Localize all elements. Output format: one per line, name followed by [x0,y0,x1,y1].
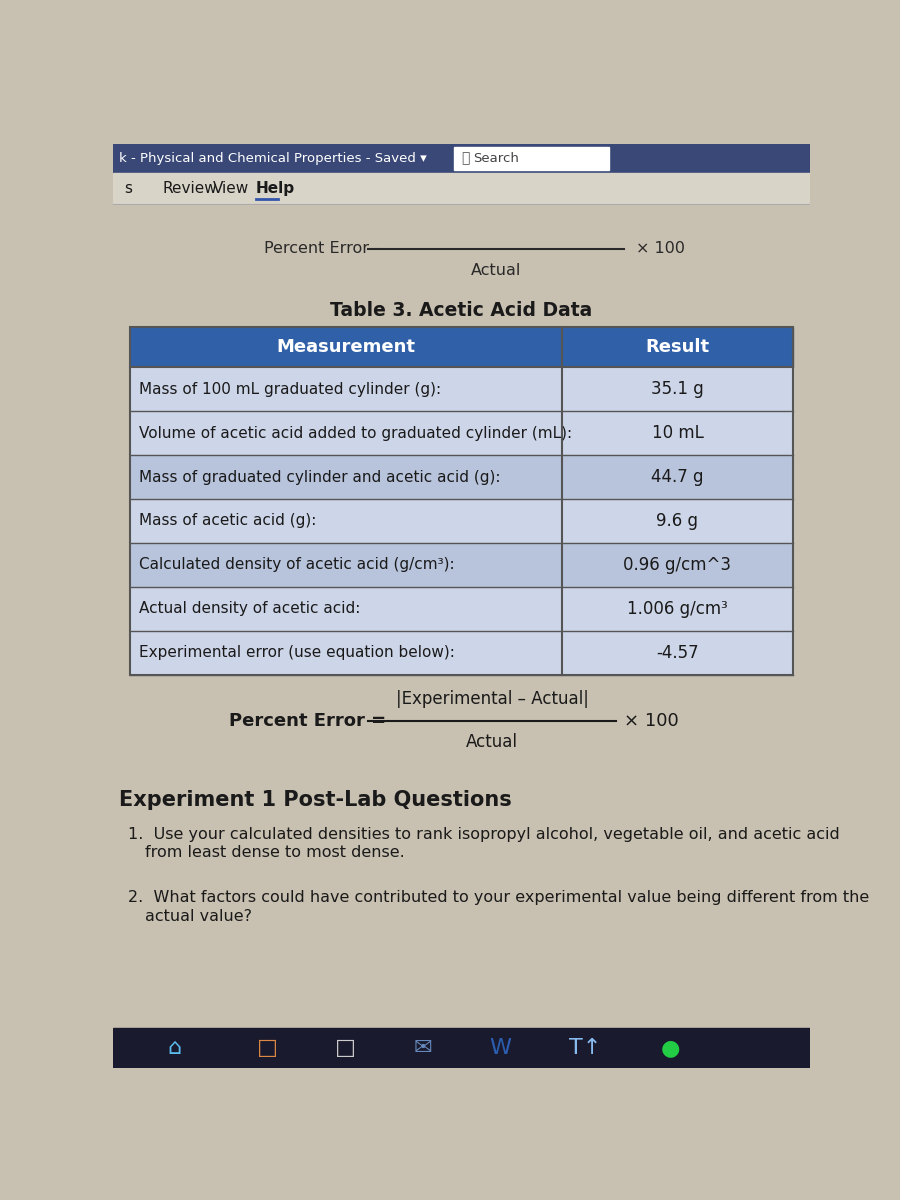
Text: × 100: × 100 [624,712,679,730]
Text: Actual: Actual [466,733,518,751]
Text: Measurement: Measurement [276,338,415,356]
Bar [130,412,793,455]
Text: 2.  What factors could have contributed to your experimental value being differe: 2. What factors could have contributed t… [128,890,869,905]
Text: Search: Search [472,152,518,166]
Text: ⌕: ⌕ [461,151,470,166]
Text: ⌂: ⌂ [167,1038,182,1058]
Text: Actual density of acetic acid:: Actual density of acetic acid: [139,601,360,616]
Bar [130,455,793,499]
Text: Experimental error (use equation below):: Experimental error (use equation below): [139,646,454,660]
Text: s: s [124,181,132,196]
Text: Review: Review [163,181,218,196]
Text: Mass of graduated cylinder and acetic acid (g):: Mass of graduated cylinder and acetic ac… [139,469,500,485]
Text: 10 mL: 10 mL [652,424,704,442]
Text: Volume of acetic acid added to graduated cylinder (mL):: Volume of acetic acid added to graduated… [139,426,572,440]
Text: 35.1 g: 35.1 g [651,380,704,398]
Text: × 100: × 100 [635,241,685,257]
Text: 1.006 g/cm³: 1.006 g/cm³ [627,600,728,618]
Text: Table 3. Acetic Acid Data: Table 3. Acetic Acid Data [330,301,592,320]
Bar [130,499,793,542]
Text: 44.7 g: 44.7 g [652,468,704,486]
Text: actual value?: actual value? [145,908,252,924]
Text: Actual: Actual [471,263,521,277]
Bar [130,542,793,587]
Text: Calculated density of acetic acid (g/cm³):: Calculated density of acetic acid (g/cm³… [139,557,454,572]
Text: □: □ [335,1038,356,1058]
Bar [130,328,793,367]
Text: Result: Result [645,338,709,356]
Text: ✉: ✉ [413,1038,432,1058]
Text: Percent Error –: Percent Error – [264,241,382,257]
Text: k - Physical and Chemical Properties - Saved ▾: k - Physical and Chemical Properties - S… [119,152,427,166]
Bar [130,631,793,674]
Bar [454,148,608,170]
Bar [130,587,793,631]
Text: |Experimental – Actual|: |Experimental – Actual| [396,690,589,708]
Text: Help: Help [256,181,295,196]
Text: T↑: T↑ [569,1038,601,1058]
Text: Mass of acetic acid (g):: Mass of acetic acid (g): [139,514,316,528]
Text: Percent Error =: Percent Error = [229,712,386,730]
Bar [130,367,793,412]
Text: □: □ [257,1038,278,1058]
Text: -4.57: -4.57 [656,643,698,661]
Text: ●: ● [661,1038,680,1058]
Bar [130,328,793,674]
Text: View: View [213,181,249,196]
Text: from least dense to most dense.: from least dense to most dense. [145,846,405,860]
Text: Experiment 1 Post-Lab Questions: Experiment 1 Post-Lab Questions [119,790,511,810]
Bar [112,144,810,173]
Bar [112,173,810,204]
Text: 0.96 g/cm^3: 0.96 g/cm^3 [624,556,732,574]
Text: Mass of 100 mL graduated cylinder (g):: Mass of 100 mL graduated cylinder (g): [139,382,441,397]
Text: 1.  Use your calculated densities to rank isopropyl alcohol, vegetable oil, and : 1. Use your calculated densities to rank… [128,827,840,842]
Text: W: W [489,1038,511,1058]
Bar [112,1028,810,1068]
Text: 9.6 g: 9.6 g [656,512,698,530]
